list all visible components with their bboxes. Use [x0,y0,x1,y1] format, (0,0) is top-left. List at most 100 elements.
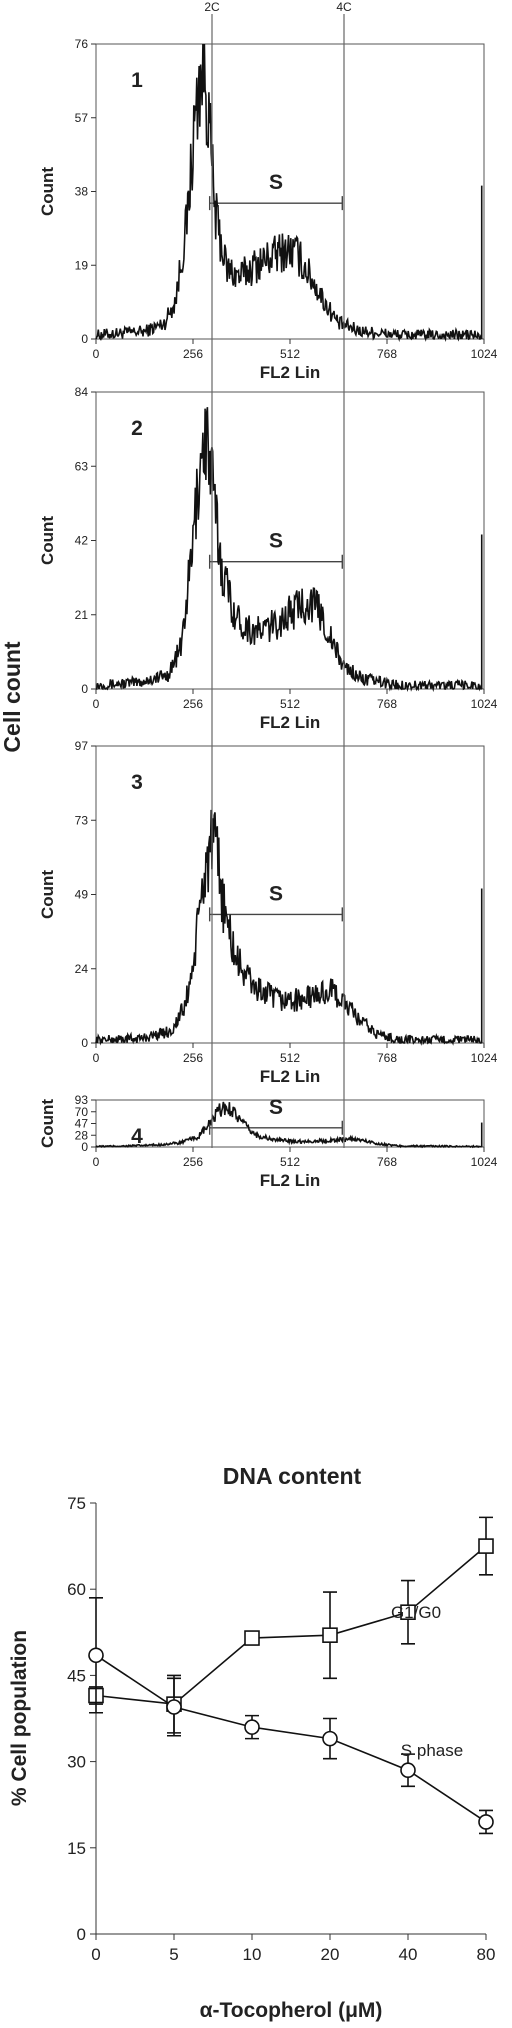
histogram-panel-2: 0 21 42 63 84 0 256 512 768 1024 FL2 Lin Count 2 S [38,385,498,732]
legend-g1-g0: G1/G0 [391,1603,441,1622]
x-tick-label: 20 [321,1945,340,1964]
panel-number: 3 [131,771,143,794]
legend-s-phase: S phase [401,1741,463,1760]
y-tick-label: 21 [75,608,89,622]
marker-2c-label: 2C [204,0,220,14]
s-phase-label: S [269,882,283,905]
y-tick-label: 76 [75,37,89,51]
y-axis-label: % Cell population [8,1630,31,1806]
y-tick-label: 60 [67,1580,86,1599]
x-axis-label: α-Tocopherol (μM) [200,1999,383,2022]
histogram-panel-1: 0 19 38 57 76 0 256 512 768 1024 FL2 Lin Count 1 S [38,37,498,382]
x-axis-label: FL2 Lin [260,363,320,382]
plot-frame [95,391,485,690]
x-tick-label: 512 [280,1051,300,1065]
x-tick-label: 256 [183,1051,203,1065]
histogram-trace [95,809,482,1046]
data-point-square [478,1538,494,1554]
s-phase-bracket [208,1120,343,1135]
y-tick-label: 47 [75,1117,89,1131]
y-tick-label: 0 [81,682,88,696]
y-axis-label: Count [38,167,57,216]
s-phase-label: S [269,530,283,553]
y-tick-label: 75 [67,1494,86,1513]
data-point-circle [166,1699,182,1715]
dna-content-label: DNA content [223,1463,362,1489]
x-tick-label: 1024 [471,1155,498,1169]
histogram-panel-3: 0 24 49 73 97 0 256 512 768 1024 FL2 Lin Count 3 S [38,739,498,1086]
x-tick-label: 512 [280,347,300,361]
y-axis-label: Count [38,1099,57,1148]
x-axis-label: FL2 Lin [260,1171,320,1190]
x-tick-label: 256 [183,1155,203,1169]
panel-number: 4 [131,1125,143,1148]
histogram-trace [95,43,483,343]
histogram-trace [96,407,482,693]
x-tick-label: 768 [377,1051,397,1065]
panel-number: 2 [131,417,143,440]
x-tick-label: 256 [183,347,203,361]
series-line-g1-g0 [95,1545,487,1705]
s-phase-bracket [208,554,343,569]
x-tick-label: 1024 [471,1051,498,1065]
x-tick-label: 512 [280,1155,300,1169]
data-point-square [322,1627,338,1643]
data-point-circle [400,1762,416,1779]
s-phase-bracket [208,907,343,922]
y-tick-label: 93 [75,1093,89,1107]
y-tick-label: 57 [75,111,89,125]
y-tick-label: 24 [75,962,89,976]
y-tick-label: 97 [75,739,89,753]
cell-count-label: Cell count [0,641,25,753]
marker-4c-label: 4C [336,0,352,14]
x-axis-label: FL2 Lin [260,713,320,732]
y-tick-label: 70 [75,1105,89,1119]
x-tick-label: 0 [93,1155,100,1169]
x-tick-label: 0 [93,347,100,361]
y-tick-label: 63 [75,459,89,473]
series-line-s-phase [95,1654,487,1823]
y-tick-label: 0 [77,1925,86,1944]
x-tick-label: 768 [377,1155,397,1169]
axes [95,1503,486,1935]
y-tick-label: 73 [75,813,89,827]
y-tick-label: 38 [75,185,89,199]
y-axis-label: Count [38,870,57,919]
x-tick-label: 5 [169,1945,178,1964]
x-tick-label: 0 [93,1051,100,1065]
x-tick-label: 768 [377,697,397,711]
data-point-circle [322,1730,338,1747]
x-tick-label: 0 [91,1945,100,1964]
x-tick-label: 0 [93,697,100,711]
cell-population-line-chart: 0 15 30 45 60 75 0 5 10 20 40 80 α-Tocopherol (μM) % … [8,1494,495,2022]
x-axis-label: FL2 Lin [260,1067,320,1086]
panel-number: 1 [131,69,143,92]
y-axis-label: Count [38,516,57,565]
x-tick-label: 10 [243,1945,262,1964]
y-tick-label: 30 [67,1753,86,1772]
y-tick-label: 28 [75,1128,89,1142]
data-point-square [400,1604,416,1620]
data-point-circle [478,1814,494,1830]
plot-frame [95,43,485,340]
y-tick-label: 15 [67,1839,86,1858]
x-tick-label: 80 [477,1945,496,1964]
s-phase-label: S [269,1096,283,1119]
data-point-circle [244,1719,260,1735]
x-tick-label: 1024 [471,697,498,711]
y-tick-label: 42 [75,534,89,548]
x-tick-label: 256 [183,697,203,711]
histogram-trace [95,1101,482,1149]
y-tick-label: 49 [75,888,89,902]
data-point-circle [88,1647,104,1664]
x-tick-label: 40 [399,1945,418,1964]
s-phase-label: S [269,171,283,194]
y-tick-label: 84 [75,385,89,399]
x-tick-label: 512 [280,697,300,711]
data-point-square [244,1630,260,1646]
y-tick-label: 0 [81,332,88,346]
y-tick-label: 0 [81,1036,88,1050]
x-tick-label: 768 [377,347,397,361]
